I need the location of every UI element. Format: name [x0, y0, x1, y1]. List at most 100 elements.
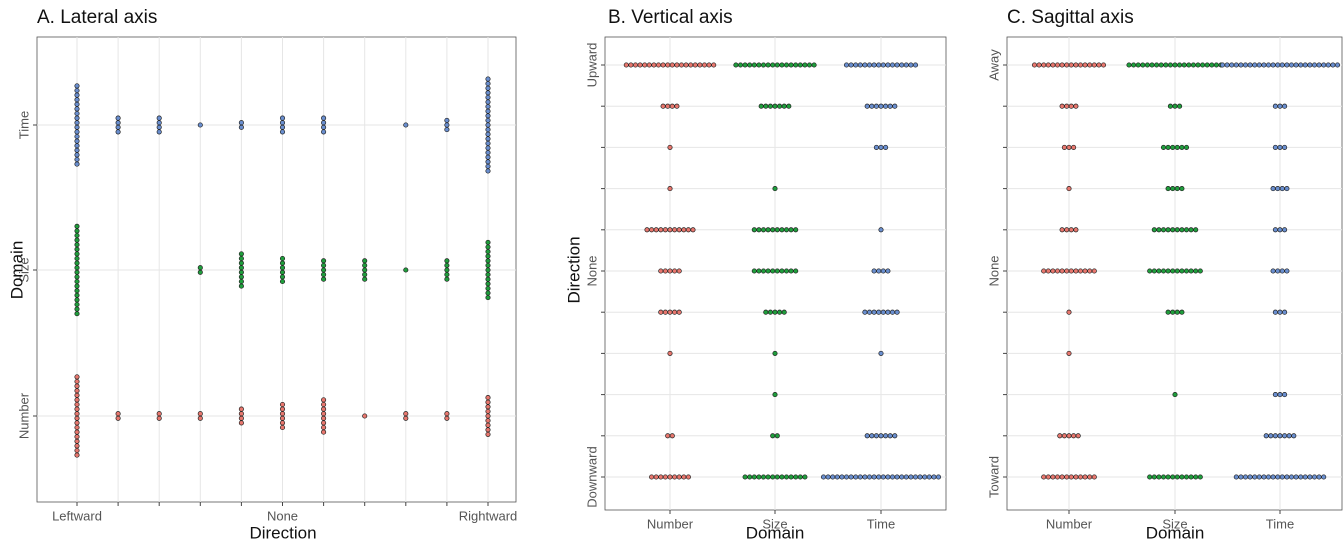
dot: [672, 309, 678, 315]
dot: [1059, 268, 1065, 274]
dot: [1165, 268, 1171, 274]
dot: [1261, 62, 1267, 68]
dot-stack: [1165, 309, 1185, 315]
dot-stack: [667, 350, 673, 356]
dot: [876, 309, 882, 315]
dot: [862, 474, 868, 480]
dot: [1298, 474, 1304, 480]
chart-title: A. Lateral axis: [37, 7, 157, 28]
dot: [685, 227, 691, 233]
dot: [1275, 186, 1281, 192]
dot: [156, 129, 162, 135]
dot: [1147, 268, 1153, 274]
dot: [74, 115, 80, 121]
dot: [1073, 103, 1079, 109]
dot: [1284, 186, 1290, 192]
dot: [1050, 474, 1056, 480]
dot: [1165, 227, 1171, 233]
dot: [1050, 268, 1056, 274]
dot: [658, 227, 664, 233]
dot: [74, 274, 80, 280]
dot: [903, 474, 909, 480]
dot: [857, 62, 863, 68]
dot: [667, 227, 673, 233]
dot-stack: [871, 268, 891, 274]
dot-stack: [238, 120, 244, 130]
dot: [751, 268, 757, 274]
dot: [876, 268, 882, 274]
dot: [692, 62, 698, 68]
dot-stack: [763, 309, 787, 315]
dot: [931, 474, 937, 480]
panel: Toward None Away Number Size Time C. Sagittal …: [986, 7, 1343, 542]
dot: [857, 474, 863, 480]
dot: [1172, 103, 1178, 109]
dot: [1064, 103, 1070, 109]
dot: [751, 62, 757, 68]
dot: [74, 297, 80, 303]
dot: [1197, 474, 1203, 480]
dot: [1071, 144, 1077, 150]
dot: [1059, 227, 1065, 233]
dot: [908, 474, 914, 480]
dot-stack: [772, 186, 778, 192]
dot: [781, 309, 787, 315]
dot: [912, 474, 919, 480]
dot: [74, 388, 80, 394]
dot: [765, 268, 771, 274]
dot: [871, 309, 877, 315]
dot: [1073, 474, 1079, 480]
dot: [74, 255, 80, 262]
dot: [74, 383, 80, 389]
dot: [1279, 474, 1285, 480]
dot-stack: [279, 115, 286, 135]
dot: [321, 276, 327, 282]
dot: [637, 62, 643, 68]
dot: [279, 265, 286, 271]
dot: [765, 62, 771, 68]
dot: [1170, 144, 1176, 150]
dot: [74, 106, 80, 112]
y-tick-label: Toward: [986, 456, 1001, 498]
dot: [779, 474, 785, 480]
dot: [74, 242, 80, 248]
dot-stack: [485, 76, 491, 174]
dot: [444, 267, 450, 273]
panel: Leftward None Rightward Number Size Time A. La…: [7, 7, 517, 542]
dot: [485, 122, 491, 128]
dot: [321, 411, 327, 417]
dot: [74, 129, 80, 135]
dot: [115, 120, 121, 126]
dot: [678, 62, 685, 68]
y-tick-label: Size: [16, 257, 31, 282]
dot: [788, 268, 794, 274]
dot-stack: [403, 267, 409, 273]
dot: [649, 227, 655, 233]
dot: [935, 474, 942, 480]
dot: [871, 474, 877, 480]
dot: [1193, 227, 1199, 233]
dot: [878, 144, 884, 150]
dot: [644, 227, 650, 233]
dot: [238, 415, 244, 421]
dot: [1188, 227, 1194, 233]
dot: [1270, 268, 1276, 274]
dot-stack: [1272, 103, 1288, 109]
dot-stack: [742, 474, 808, 480]
dot-stack: [873, 144, 889, 150]
dot: [1302, 474, 1308, 480]
y-tick-label: Downward: [584, 446, 599, 507]
dot: [1298, 62, 1304, 68]
dot: [197, 269, 203, 275]
dot: [871, 268, 877, 274]
dot: [651, 62, 657, 68]
dot: [658, 268, 664, 274]
dot-stack: [1031, 62, 1107, 68]
dot: [74, 420, 80, 426]
dot: [1156, 268, 1162, 274]
x-tick-label: None: [267, 508, 298, 523]
dot-stack: [658, 309, 682, 315]
dot: [1160, 227, 1167, 233]
dot: [862, 309, 868, 315]
dot: [760, 227, 767, 233]
